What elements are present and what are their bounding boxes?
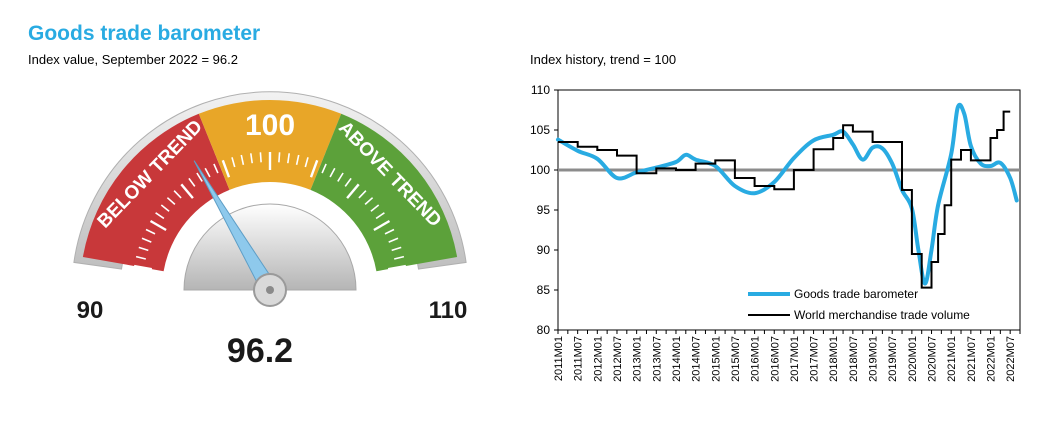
chart-title: Index history, trend = 100 — [530, 52, 677, 67]
x-tick-label: 2017M01 — [789, 336, 801, 382]
gauge-tick — [321, 163, 327, 174]
legend: Goods trade barometer World merchandise … — [748, 287, 970, 322]
gauge-tick — [231, 157, 236, 168]
y-tick-label: 110 — [531, 83, 550, 97]
gauge-tick — [278, 152, 281, 163]
y-tick-label: 85 — [537, 283, 551, 297]
gauge-tick — [344, 177, 352, 187]
x-tick-label: 2012M07 — [612, 336, 624, 382]
gauge-tick — [329, 167, 336, 178]
page-subtitle: Index value, September 2022 = 96.2 — [28, 52, 238, 67]
x-axis: 2011M01 2011M07 2012M01 2012M07 2013M01 2013M… — [553, 330, 1021, 382]
gauge-tick — [287, 153, 290, 164]
gauge-hub-dot — [266, 286, 274, 294]
gauge-tick — [133, 264, 153, 271]
x-tick-label: 2021M07 — [966, 336, 978, 382]
x-tick-label: 2014M01 — [671, 336, 683, 382]
gauge-tick — [391, 246, 402, 252]
x-tick-label: 2020M01 — [907, 336, 919, 382]
gauge-tick — [213, 163, 219, 174]
gauge-min-label: 90 — [77, 297, 104, 324]
x-tick-label: 2021M01 — [946, 336, 958, 382]
gauge-tick — [373, 219, 391, 232]
page-title: Goods trade barometer — [28, 22, 261, 45]
x-tick-label: 2016M01 — [750, 336, 762, 382]
x-tick-label: 2018M07 — [848, 336, 860, 382]
x-tick-label: 2013M07 — [651, 336, 663, 382]
gauge-tick — [173, 190, 182, 199]
x-tick-label: 2013M01 — [632, 336, 644, 382]
x-tick-label: 2020M07 — [927, 336, 939, 382]
gauge-tick — [387, 264, 407, 271]
gauge-tick — [135, 255, 146, 260]
x-tick-label: 2022M01 — [986, 336, 998, 382]
gauge-tick — [155, 212, 165, 220]
gauge-tick — [138, 246, 149, 252]
gauge-ticks — [133, 152, 407, 271]
gauge-tick — [240, 154, 245, 165]
x-tick-label: 2019M01 — [868, 336, 880, 382]
gauge-tick — [337, 172, 344, 182]
x-tick-label: 2012M01 — [592, 336, 604, 382]
legend-label-world-merchandise-trade-volume: World merchandise trade volume — [794, 308, 970, 322]
x-tick-label: 2016M07 — [769, 336, 781, 382]
gauge-tick — [141, 237, 152, 243]
gauge-tick — [384, 228, 395, 235]
gauge-tick — [166, 197, 176, 205]
gauge-tick — [358, 190, 367, 199]
gauge-center-label: 100 — [245, 109, 295, 142]
gauge-segment-above — [310, 113, 458, 272]
barometer-gauge: 100 BELOW TREND ABOVE TREND 90 110 96.2 — [73, 91, 468, 370]
gauge-tick — [304, 157, 309, 168]
x-tick-label: 2014M07 — [691, 336, 703, 382]
gauge-tick — [160, 204, 170, 212]
gauge-segment-center — [198, 99, 342, 190]
gauge-tick — [149, 219, 167, 232]
y-tick-label: 95 — [537, 203, 551, 217]
gauge-tick — [204, 167, 211, 178]
x-tick-label: 2022M07 — [1005, 336, 1017, 382]
gauge-tick — [370, 204, 380, 212]
x-tick-label: 2018M01 — [828, 336, 840, 382]
y-tick-label: 105 — [530, 123, 550, 137]
gauge-tick — [364, 197, 374, 205]
y-tick-label: 90 — [537, 243, 551, 257]
y-tick-label: 100 — [530, 163, 550, 177]
gauge-tick — [295, 154, 300, 165]
x-tick-label: 2011M07 — [573, 336, 585, 381]
gauge-tick — [375, 212, 385, 220]
gauge-tick — [221, 159, 231, 178]
gauge-inner-dial — [183, 203, 357, 291]
gauge-tick — [145, 228, 156, 235]
gauge-tick — [309, 159, 319, 178]
gauge-segment-below — [82, 113, 230, 272]
gauge-tick — [180, 183, 194, 199]
x-tick-label: 2015M07 — [730, 336, 742, 382]
gauge-tick — [196, 172, 203, 182]
series-line-world-merchandise-trade-volume — [558, 110, 1011, 289]
x-tick-label: 2019M07 — [887, 336, 899, 382]
gauge-tick — [188, 177, 196, 187]
y-tick-label: 80 — [537, 323, 551, 337]
x-tick-label: 2011M01 — [553, 336, 565, 381]
y-axis: 80 85 90 95 100 105 110 — [530, 83, 1021, 337]
gauge-max-label: 110 — [429, 297, 468, 324]
gauge-tick — [394, 255, 405, 260]
x-tick-label: 2015M01 — [710, 336, 722, 382]
legend-label-goods-trade-barometer: Goods trade barometer — [794, 287, 918, 301]
series-line-goods-trade-barometer — [556, 102, 1019, 286]
gauge-tick — [346, 183, 360, 199]
gauge-tick — [250, 153, 253, 164]
x-tick-label: 2017M07 — [809, 336, 821, 382]
gauge-value-label: 96.2 — [227, 332, 293, 370]
gauge-tick — [259, 152, 262, 163]
gauge-tick — [388, 237, 399, 243]
